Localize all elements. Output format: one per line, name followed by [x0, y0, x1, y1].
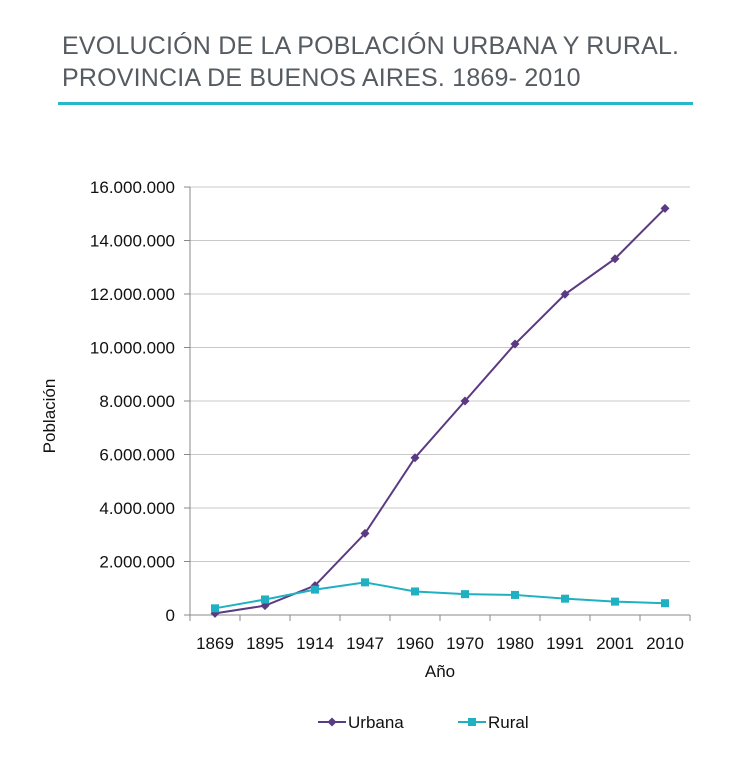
y-tick-label: 4.000.000: [99, 499, 175, 518]
series-line-urbana: [214, 207, 666, 615]
title-underline: [58, 102, 693, 105]
data-point-rural: [311, 585, 319, 594]
y-tick-label: 12.000.000: [90, 285, 175, 304]
legend-item-rural: Rural: [458, 713, 529, 732]
x-tick-label: 1869: [196, 634, 234, 653]
x-tick-label: 2010: [646, 634, 684, 653]
x-tick-label: 1960: [396, 634, 434, 653]
y-tick-label: 6.000.000: [99, 446, 175, 465]
legend-marker-urbana: [327, 717, 337, 727]
y-tick-label: 0: [166, 606, 175, 625]
data-point-rural: [261, 595, 269, 604]
data-point-rural: [561, 594, 569, 603]
y-tick-label: 8.000.000: [99, 392, 175, 411]
legend-marker-rural: [468, 718, 476, 726]
legend-label-urbana: Urbana: [348, 713, 404, 732]
series-urbana: [210, 203, 670, 618]
legend: Urbana Rural: [318, 713, 529, 732]
data-point-urbana: [510, 339, 520, 349]
y-tick-label: 2.000.000: [99, 553, 175, 572]
axes: [184, 186, 691, 621]
data-point-urbana: [410, 453, 420, 463]
x-tick-labels: 1869 1895 1914 1947 1960 1970 1980 1991 2001 2010: [196, 634, 684, 653]
data-point-rural: [361, 578, 369, 587]
chart-title-line-2: PROVINCIA DE BUENOS AIRES. 1869- 2010: [62, 64, 581, 92]
x-tick-label: 1947: [346, 634, 384, 653]
x-tick-label: 1914: [296, 634, 334, 653]
x-tick-label: 1980: [496, 634, 534, 653]
data-point-urbana: [460, 396, 470, 406]
y-tick-labels: 0 2.000.000 4.000.000 6.000.000 8.000.000 10.…: [90, 178, 175, 625]
gridlines: [190, 186, 690, 562]
x-tick-label: 1970: [446, 634, 484, 653]
y-tick-label: 16.000.000: [90, 178, 175, 197]
legend-label-rural: Rural: [488, 713, 529, 732]
data-point-rural: [611, 597, 619, 606]
data-point-rural: [211, 604, 219, 613]
y-tick-label: 10.000.000: [90, 339, 175, 358]
data-point-rural: [661, 599, 669, 608]
data-point-rural: [411, 587, 419, 596]
data-point-urbana: [610, 254, 620, 264]
series-rural: [211, 578, 669, 613]
x-tick-label: 2001: [596, 634, 634, 653]
data-point-urbana: [660, 203, 670, 213]
x-tick-label: 1991: [546, 634, 584, 653]
data-point-rural: [511, 590, 519, 599]
chart-title-line-1: EVOLUCIÓN DE LA POBLACIÓN URBANA Y RURAL…: [62, 32, 680, 60]
x-axis-title: Año: [425, 662, 455, 681]
y-tick-label: 14.000.000: [90, 232, 175, 251]
y-axis-title: Población: [40, 379, 59, 454]
x-tick-label: 1895: [246, 634, 284, 653]
legend-item-urbana: Urbana: [318, 713, 404, 732]
data-point-rural: [461, 590, 469, 599]
data-point-urbana: [560, 289, 570, 299]
data-point-urbana: [360, 528, 370, 538]
series-layer: [210, 203, 670, 618]
series-line-rural: [214, 581, 666, 610]
